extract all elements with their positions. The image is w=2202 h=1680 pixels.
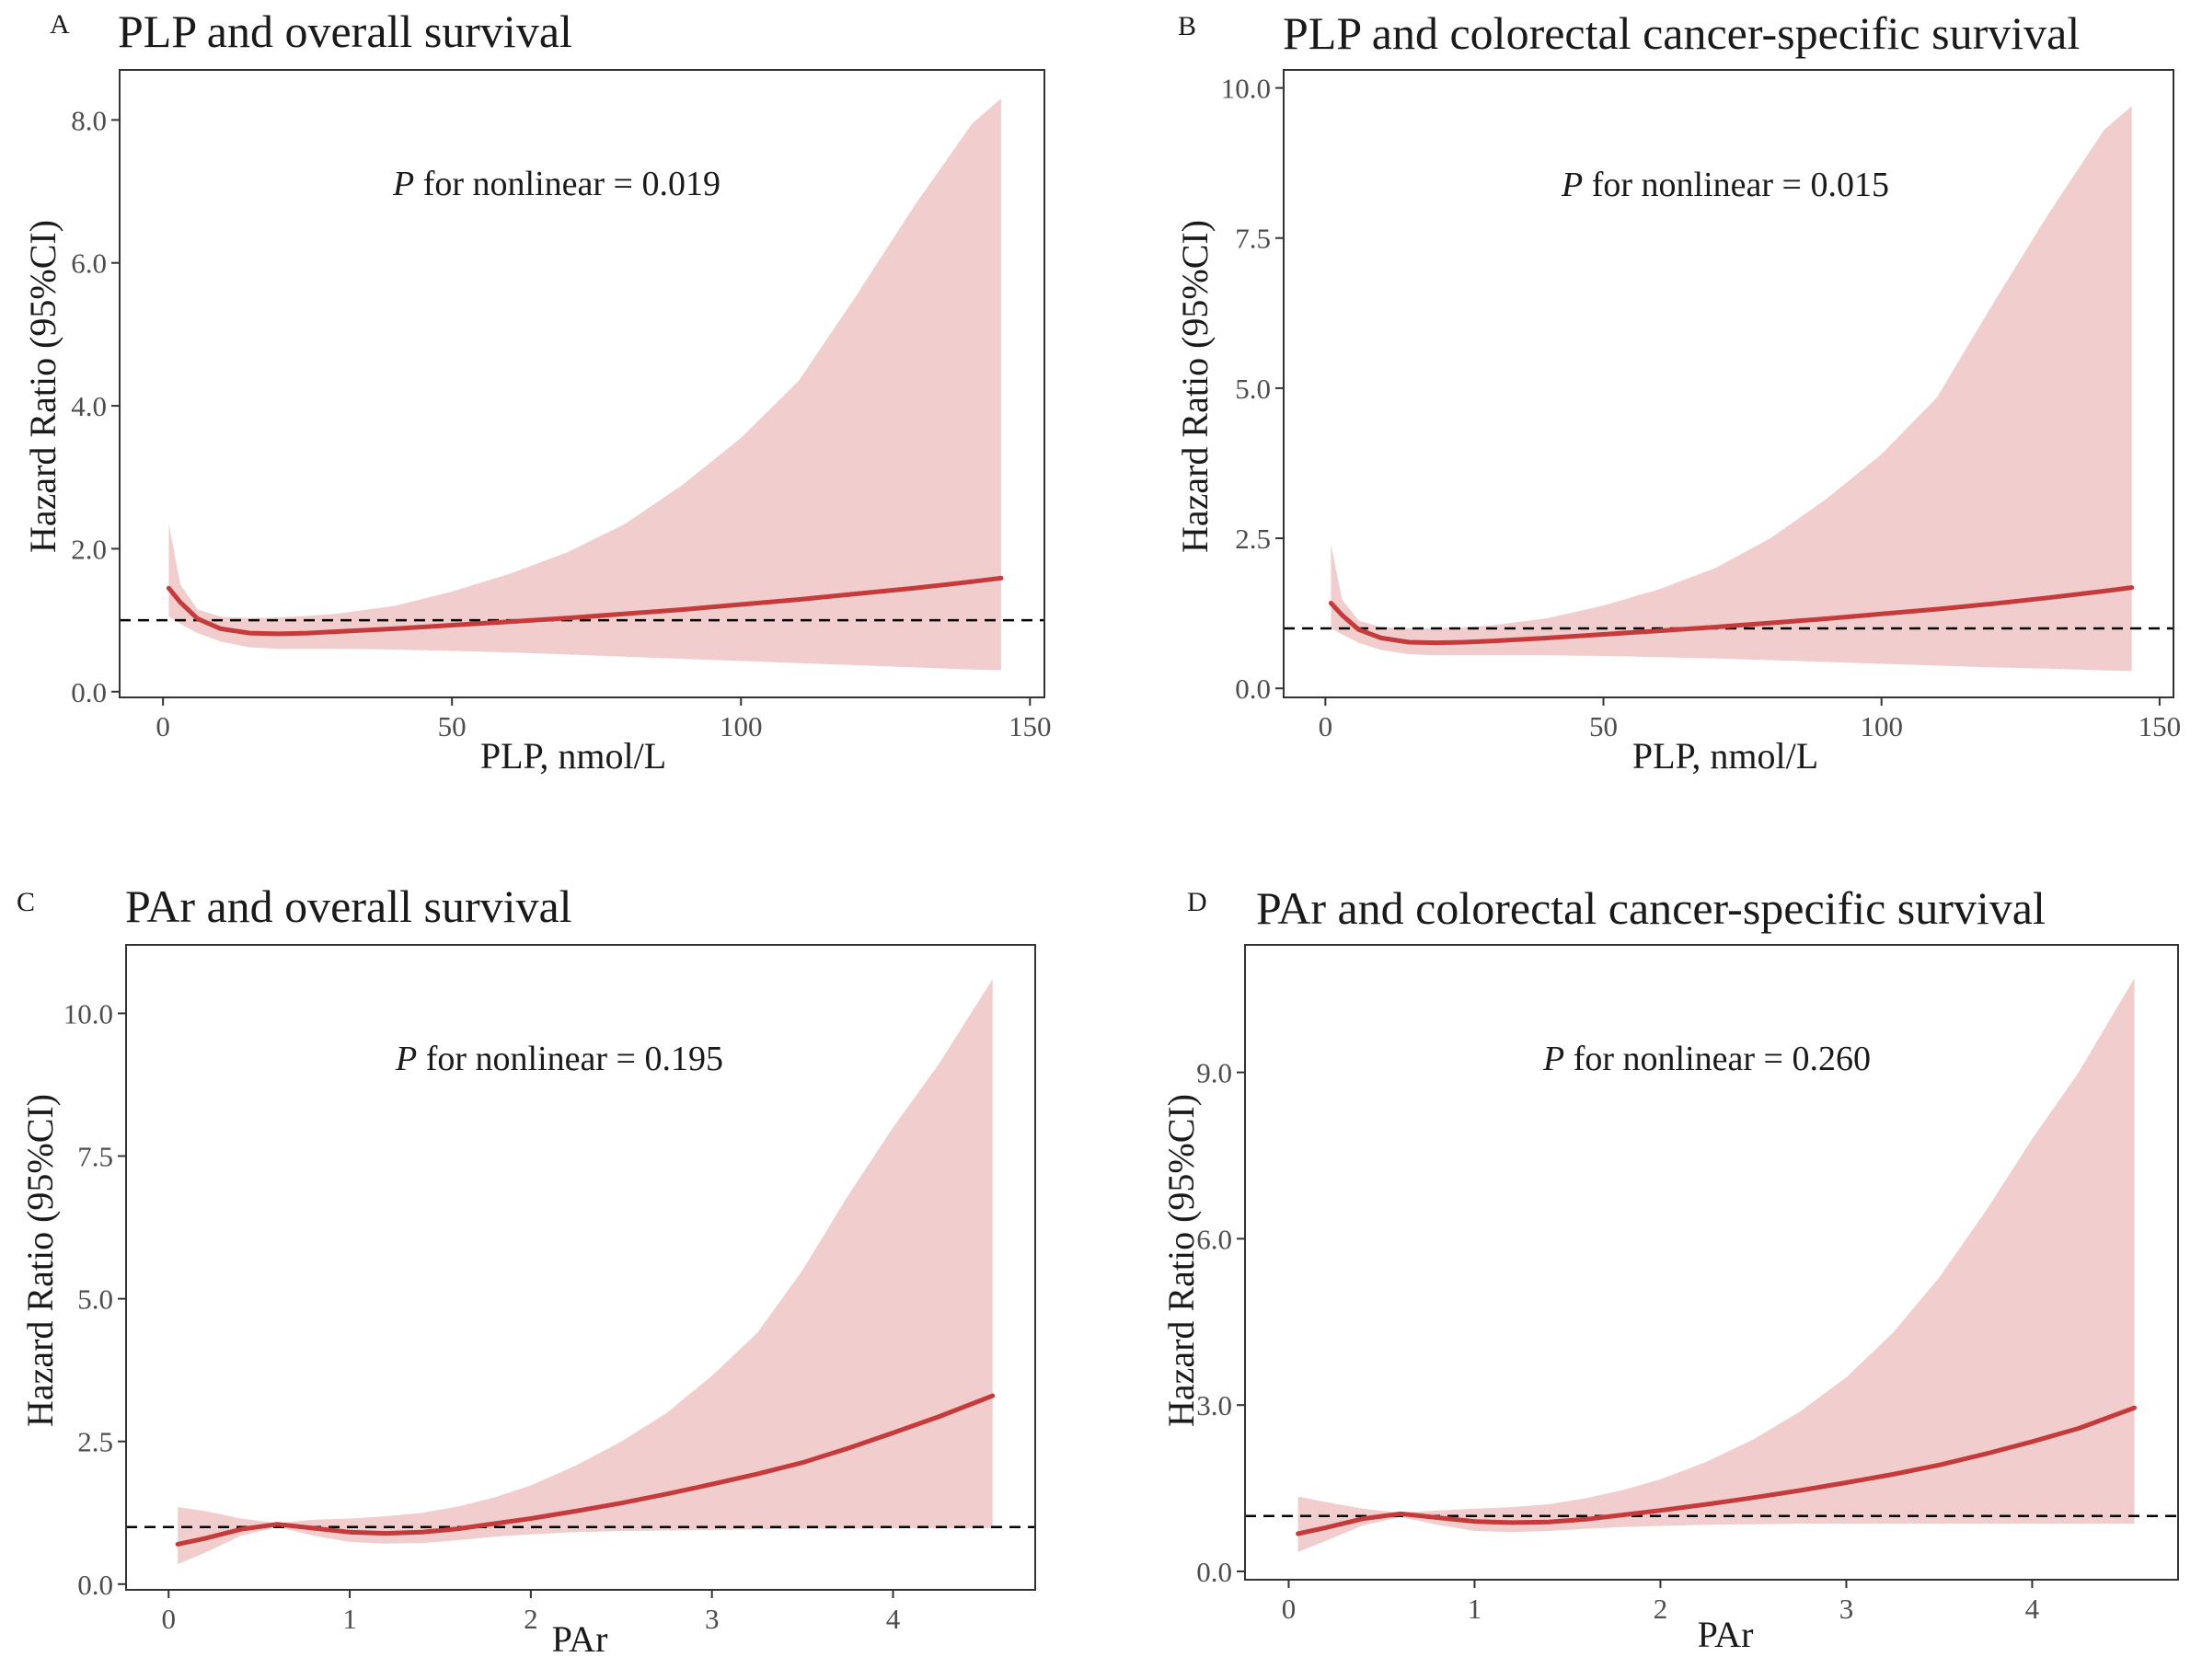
y-tick-label: 5.0 <box>1235 373 1271 405</box>
p-value-text: for nonlinear = 0.015 <box>1583 166 1889 204</box>
p-symbol: P <box>1561 166 1583 204</box>
x-tick-label: 100 <box>720 710 763 742</box>
p-symbol: P <box>392 165 414 203</box>
x-axis-title: PAr <box>552 1618 608 1660</box>
p-symbol: P <box>395 1040 417 1078</box>
y-tick-label: 6.0 <box>1196 1223 1232 1255</box>
x-tick-label: 2 <box>1654 1593 1668 1625</box>
p-value-text: for nonlinear = 0.260 <box>1564 1040 1871 1078</box>
x-tick-label: 4 <box>2025 1593 2040 1625</box>
panel-a: A PLP and overall survival Hazard Ratio … <box>22 6 1052 777</box>
y-tick-label: 2.5 <box>77 1426 113 1458</box>
x-tick-label: 2 <box>524 1603 538 1635</box>
y-tick-label: 10.0 <box>63 997 113 1030</box>
hazard-ratio-line <box>1328 585 2135 646</box>
confidence-band <box>1331 106 2132 672</box>
panel-letter: D <box>1187 887 1207 917</box>
y-tick-label: 7.5 <box>1235 223 1271 255</box>
confidence-band <box>178 979 993 1565</box>
p-value-text: for nonlinear = 0.019 <box>414 165 721 203</box>
plot-area <box>126 979 1035 1565</box>
panel-letter: C <box>17 887 35 917</box>
p-value-text: for nonlinear = 0.195 <box>417 1040 723 1078</box>
y-axis-title: Hazard Ratio (95%CI) <box>22 220 63 553</box>
y-tick-label: 10.0 <box>1221 73 1271 105</box>
nonlinear-p-annotation: P for nonlinear = 0.195 <box>395 1040 723 1078</box>
panel-b: B PLP and colorectal cancer-specific sur… <box>1174 7 2181 777</box>
x-axis-title: PAr <box>1698 1614 1754 1655</box>
x-tick-label: 150 <box>2139 710 2182 742</box>
x-tick-label: 50 <box>1589 710 1618 742</box>
y-tick-label: 2.0 <box>71 533 107 565</box>
x-axis-title: PLP, nmol/L <box>1632 735 1818 777</box>
panel-c: C PAr and overall survival Hazard Ratio … <box>17 880 1036 1660</box>
plot-frame <box>1283 69 2174 698</box>
x-axis-title: PLP, nmol/L <box>480 735 666 777</box>
hazard-ratio-line <box>1296 1405 2137 1536</box>
x-tick-label: 1 <box>342 1603 357 1635</box>
x-tick-label: 0 <box>1282 1593 1297 1625</box>
y-tick-label: 5.0 <box>77 1283 113 1316</box>
panel-title: PAr and colorectal cancer-specific survi… <box>1256 882 2046 934</box>
y-tick-label: 9.0 <box>1196 1057 1232 1089</box>
y-tick-label: 7.5 <box>77 1141 113 1173</box>
y-tick-label: 3.0 <box>1196 1389 1232 1421</box>
nonlinear-p-annotation: P for nonlinear = 0.260 <box>1542 1040 1871 1078</box>
y-tick-label: 4.0 <box>71 390 107 422</box>
plot-area <box>1245 978 2178 1552</box>
y-tick-label: 0.0 <box>71 676 107 708</box>
plot-area <box>120 98 1044 671</box>
panel-d: D PAr and colorectal cancer-specific sur… <box>1160 882 2179 1655</box>
plot-frame <box>1244 944 2179 1581</box>
hazard-ratio-line <box>166 575 1004 637</box>
y-tick-label: 0.0 <box>1196 1556 1232 1588</box>
y-axis-title: Hazard Ratio (95%CI) <box>19 1094 61 1427</box>
y-tick-label: 8.0 <box>71 104 107 136</box>
panel-letter: B <box>1178 11 1196 41</box>
x-tick-label: 0 <box>156 710 170 742</box>
x-tick-label: 1 <box>1468 1593 1482 1625</box>
hazard-ratio-line <box>175 1393 996 1547</box>
x-tick-label: 100 <box>1860 710 1903 742</box>
confidence-band <box>1297 978 2135 1552</box>
nonlinear-p-annotation: P for nonlinear = 0.015 <box>1561 166 1889 204</box>
y-axis-title: Hazard Ratio (95%CI) <box>1160 1094 1202 1427</box>
y-tick-label: 0.0 <box>77 1569 113 1601</box>
x-tick-label: 3 <box>705 1603 720 1635</box>
panel-title: PLP and overall survival <box>118 6 572 57</box>
y-tick-label: 6.0 <box>71 247 107 280</box>
panel-letter: A <box>50 9 70 40</box>
p-symbol: P <box>1542 1040 1564 1078</box>
plot-frame <box>125 944 1036 1591</box>
confidence-band <box>168 98 1001 671</box>
panel-title: PLP and colorectal cancer-specific survi… <box>1283 7 2080 59</box>
plot-frame <box>119 69 1045 698</box>
nonlinear-p-annotation: P for nonlinear = 0.019 <box>392 165 721 203</box>
x-tick-label: 4 <box>886 1603 901 1635</box>
x-tick-label: 3 <box>1839 1593 1854 1625</box>
x-tick-label: 0 <box>162 1603 177 1635</box>
x-tick-label: 0 <box>1319 710 1333 742</box>
x-tick-label: 150 <box>1009 710 1052 742</box>
y-axis-title: Hazard Ratio (95%CI) <box>1174 220 1216 553</box>
x-tick-label: 50 <box>438 710 467 742</box>
plot-area <box>1284 106 2173 672</box>
panel-title: PAr and overall survival <box>125 880 572 932</box>
y-tick-label: 2.5 <box>1235 523 1271 555</box>
y-tick-label: 0.0 <box>1235 673 1271 705</box>
